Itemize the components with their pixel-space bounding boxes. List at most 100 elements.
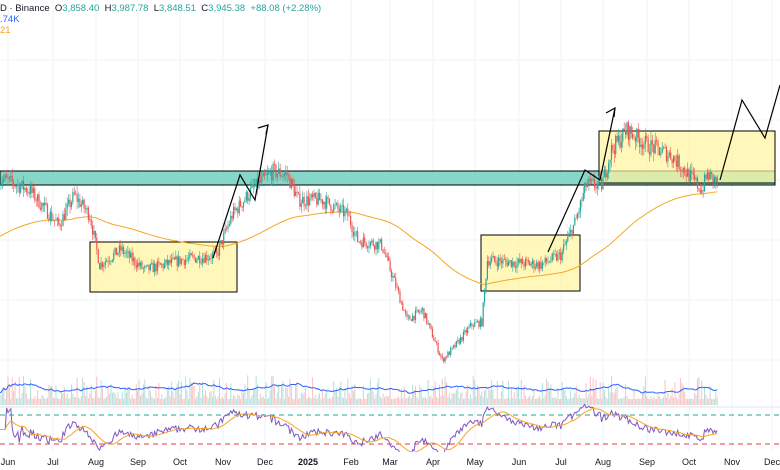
- candle-body: [41, 203, 43, 210]
- time-axis[interactable]: Jun Jul Aug Sep Oct Nov Dec 2025 Feb Mar Apr May Jun…: [0, 452, 780, 470]
- volume-bar: [299, 398, 301, 405]
- candle-body: [366, 246, 369, 248]
- volume-bar: [75, 397, 77, 405]
- volume-bar: [716, 397, 718, 405]
- candle-body: [414, 310, 417, 320]
- candle: [705, 173, 707, 181]
- volume-bar: [674, 382, 676, 405]
- candle: [127, 246, 129, 259]
- volume-bar: [705, 394, 707, 405]
- volume-bar: [350, 398, 352, 405]
- volume-bar: [678, 393, 680, 405]
- candle: [337, 200, 339, 213]
- candle-body: [137, 262, 139, 268]
- candle: [272, 161, 274, 187]
- candle-body: [22, 180, 25, 190]
- candle-body: [509, 260, 511, 262]
- candle: [551, 252, 553, 263]
- candle-body: [420, 310, 422, 313]
- candle: [230, 210, 232, 226]
- candle-body: [299, 193, 301, 207]
- candle: [436, 340, 438, 346]
- candle: [581, 196, 583, 208]
- volume-bar: [467, 388, 469, 405]
- candle: [255, 178, 257, 187]
- candle: [464, 326, 466, 335]
- candle-body: [698, 188, 700, 190]
- volume-bar: [548, 389, 550, 405]
- volume-bar: [532, 396, 534, 405]
- candle-body: [527, 260, 529, 262]
- candle-body: [371, 240, 373, 243]
- candle-body: [640, 144, 642, 147]
- rsi-ma-line: [0, 407, 718, 452]
- candle-body: [80, 204, 82, 207]
- candle-body: [526, 259, 528, 261]
- candle: [104, 257, 106, 270]
- ma-legend[interactable]: 21: [0, 25, 11, 36]
- volume-legend[interactable]: .74K: [0, 14, 20, 25]
- volume-bar: [190, 382, 192, 405]
- candle: [526, 256, 528, 266]
- symbol-label[interactable]: D · Binance: [0, 3, 50, 14]
- candle: [287, 172, 290, 181]
- candle-body: [204, 255, 206, 263]
- candle-body: [89, 219, 91, 220]
- candle-body: [209, 258, 211, 260]
- volume-bar: [289, 378, 291, 405]
- candle-body: [703, 174, 706, 192]
- candle-body: [169, 259, 171, 264]
- candle-body: [159, 263, 161, 265]
- candle-body: [455, 341, 457, 348]
- candle-body: [541, 262, 543, 269]
- candle: [424, 312, 426, 319]
- volume-bar: [675, 397, 677, 405]
- candle-body: [334, 204, 336, 206]
- candle-body: [316, 197, 318, 205]
- candle: [476, 319, 479, 323]
- candle: [414, 306, 417, 324]
- volume-bar: [658, 396, 660, 405]
- candle-body: [674, 156, 676, 161]
- candle: [321, 198, 324, 209]
- candle: [155, 262, 157, 276]
- candle-body: [546, 257, 548, 262]
- volume-bar: [248, 390, 250, 405]
- volume-bar: [527, 397, 529, 405]
- candle: [410, 318, 412, 322]
- candle: [647, 134, 649, 153]
- volume-bar: [147, 398, 149, 405]
- volume-bar: [632, 398, 634, 405]
- volume-bar: [554, 397, 556, 405]
- chart-legend: D · Binance O3,858.40 H3,987.78 L3,848.5…: [0, 3, 321, 36]
- candle-body: [507, 261, 510, 266]
- candle-body: [300, 203, 302, 207]
- volume-bar: [713, 398, 715, 405]
- candle-body: [338, 208, 340, 212]
- candle: [443, 356, 445, 364]
- candle: [170, 253, 173, 268]
- volume-bar: [448, 393, 450, 405]
- candle-body: [155, 263, 157, 272]
- candle: [550, 256, 552, 264]
- candle: [629, 125, 631, 148]
- price-chart[interactable]: [0, 0, 780, 452]
- volume-bar: [10, 398, 12, 405]
- volume-bar: [24, 385, 26, 405]
- candle-body: [406, 313, 408, 317]
- close-label: C: [201, 3, 209, 14]
- candle: [612, 143, 614, 154]
- candle: [15, 183, 18, 194]
- volume-bar: [296, 381, 298, 405]
- candle-body: [684, 167, 686, 174]
- volume-bar: [557, 388, 559, 405]
- candle: [34, 183, 36, 203]
- candle-body: [374, 245, 376, 250]
- volume-bar: [135, 384, 137, 405]
- candle: [200, 258, 202, 266]
- candle: [475, 318, 477, 323]
- candle-body: [199, 256, 201, 264]
- candle-body: [269, 172, 271, 173]
- candle-body: [216, 249, 218, 253]
- candle: [254, 178, 256, 189]
